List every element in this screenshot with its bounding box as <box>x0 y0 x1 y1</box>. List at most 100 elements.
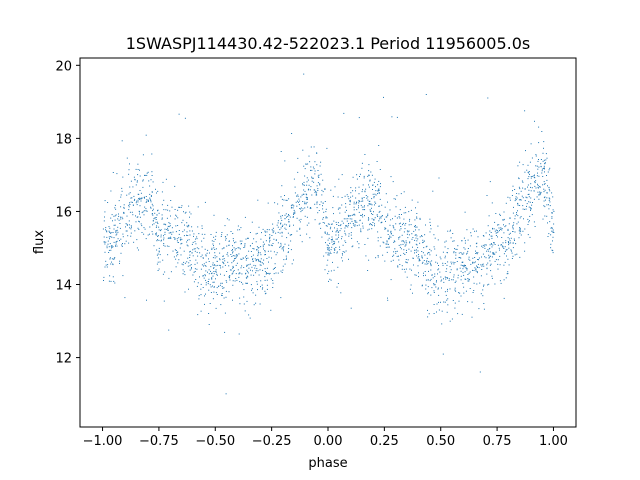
data-point <box>142 211 144 213</box>
data-point <box>376 214 378 216</box>
data-point <box>119 260 121 262</box>
data-point <box>509 232 511 234</box>
data-point <box>401 234 403 236</box>
data-point <box>322 202 324 204</box>
data-point <box>541 131 543 132</box>
data-point <box>179 206 181 208</box>
data-point <box>174 249 176 251</box>
data-point <box>277 203 279 205</box>
data-point <box>212 264 214 266</box>
data-point <box>425 94 427 95</box>
data-point <box>350 192 352 194</box>
data-point <box>237 247 239 249</box>
data-point <box>540 163 542 165</box>
data-point <box>308 188 310 190</box>
data-point <box>136 216 138 218</box>
data-point <box>395 252 397 254</box>
data-point <box>431 274 433 276</box>
data-point <box>248 267 250 269</box>
data-point <box>534 185 536 187</box>
data-point <box>546 192 548 194</box>
data-point <box>470 263 472 265</box>
data-point <box>167 209 169 211</box>
data-point <box>313 189 315 191</box>
data-point <box>178 113 180 115</box>
data-point <box>271 257 272 259</box>
data-point <box>327 245 329 247</box>
data-point <box>517 204 519 206</box>
data-point <box>108 226 110 228</box>
data-point <box>349 215 351 216</box>
data-point <box>504 261 506 263</box>
data-point <box>244 216 246 218</box>
data-point <box>259 269 261 271</box>
data-point <box>414 274 416 276</box>
data-point <box>272 243 274 244</box>
data-point <box>130 197 132 199</box>
data-point <box>257 258 259 260</box>
data-point <box>508 242 509 243</box>
data-point <box>170 237 172 239</box>
data-point <box>198 298 200 300</box>
data-point <box>304 207 306 209</box>
data-point <box>177 251 179 253</box>
data-point <box>361 197 363 199</box>
data-point <box>326 233 328 235</box>
data-point <box>325 225 327 227</box>
data-point <box>196 268 198 270</box>
data-point <box>193 233 195 235</box>
data-point <box>202 287 204 288</box>
data-point <box>507 258 509 260</box>
data-point <box>375 194 377 196</box>
data-point <box>103 241 105 243</box>
data-point <box>232 233 234 234</box>
data-point <box>255 265 257 267</box>
data-point <box>320 227 322 229</box>
data-point <box>503 279 505 281</box>
data-point <box>524 228 526 230</box>
data-point <box>222 262 224 264</box>
data-point <box>215 270 217 272</box>
data-point <box>142 180 144 182</box>
data-point <box>110 245 112 247</box>
data-point <box>194 250 196 252</box>
data-point <box>258 260 260 261</box>
data-point <box>232 251 234 253</box>
data-point <box>226 281 228 283</box>
data-point <box>398 223 400 225</box>
chart-title: 1SWASPJ114430.42-522023.1 Period 1195600… <box>126 34 531 53</box>
data-point <box>402 240 404 242</box>
data-point <box>197 282 199 284</box>
data-point <box>512 228 514 230</box>
data-point <box>486 264 488 266</box>
data-point <box>117 218 119 220</box>
data-point <box>358 224 360 226</box>
data-point <box>301 210 303 211</box>
data-point <box>474 230 476 232</box>
data-point <box>217 264 219 266</box>
data-point <box>318 210 320 211</box>
data-point <box>490 255 491 257</box>
data-point <box>170 232 172 234</box>
y-tick-label: 20 <box>55 59 72 74</box>
data-point <box>208 324 210 325</box>
data-point <box>531 157 533 159</box>
data-point <box>460 264 462 266</box>
data-point <box>153 245 155 247</box>
data-point <box>267 250 269 252</box>
data-point <box>282 248 284 250</box>
data-point <box>462 268 464 270</box>
data-point <box>406 230 408 232</box>
data-point <box>199 252 201 254</box>
data-point <box>517 215 519 217</box>
data-point <box>226 218 228 220</box>
data-point <box>304 201 306 203</box>
data-point <box>260 246 262 248</box>
data-point <box>543 147 544 149</box>
data-point <box>425 246 427 248</box>
data-point <box>522 230 524 232</box>
data-point <box>393 241 395 243</box>
data-point <box>508 233 510 235</box>
data-point <box>181 222 183 224</box>
data-point <box>246 277 248 279</box>
